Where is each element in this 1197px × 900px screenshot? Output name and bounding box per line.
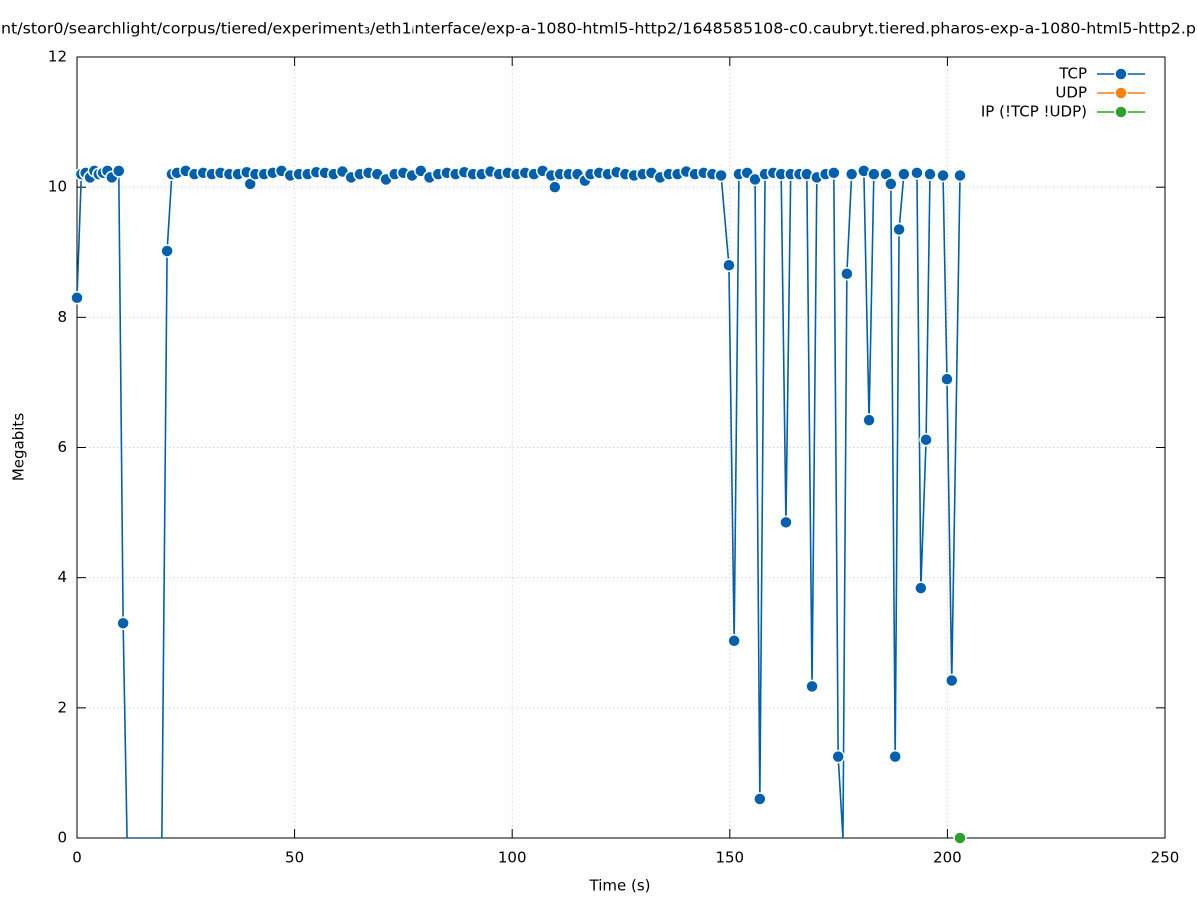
data-point (70, 291, 84, 305)
data-point (805, 679, 819, 694)
y-tick-label: 6 (57, 438, 67, 456)
data-point (722, 258, 736, 273)
y-axis-label: Megabits (10, 413, 28, 481)
data-point (727, 634, 741, 648)
data-point (919, 432, 933, 447)
data-point (112, 164, 126, 178)
data-point (714, 168, 728, 183)
data-point (953, 168, 967, 183)
x-tick-label: 100 (498, 849, 527, 867)
data-point (116, 616, 130, 630)
y-tick-label: 10 (48, 178, 67, 196)
data-point (867, 167, 881, 181)
legend-swatch (1114, 86, 1128, 100)
x-tick-label: 150 (715, 849, 744, 867)
legend-label: IP (!TCP !UDP) (981, 103, 1087, 121)
x-tick-label: 250 (1151, 849, 1180, 867)
data-point (779, 515, 793, 530)
y-tick-label: 4 (57, 568, 67, 586)
data-point (953, 831, 967, 845)
series-line (77, 169, 961, 838)
data-point (936, 168, 950, 183)
data-point (862, 413, 876, 427)
data-point (897, 167, 911, 181)
legend-label: TCP (1058, 65, 1087, 83)
data-point (160, 244, 174, 258)
data-point (840, 266, 854, 281)
data-point (910, 166, 924, 180)
x-axis-label: Time (s) (589, 877, 651, 895)
data-point (940, 372, 954, 386)
y-tick-label: 2 (57, 698, 67, 716)
data-point (888, 749, 902, 764)
x-tick-label: 50 (285, 849, 304, 867)
legend-swatch (1114, 67, 1128, 81)
data-point (892, 222, 906, 237)
data-point (945, 673, 959, 688)
plot-area (77, 169, 961, 838)
plot-border (76, 56, 1166, 839)
data-point (827, 166, 841, 180)
data-point (923, 167, 937, 181)
chart-title: nt/stor0/searchlight/corpus/tiered/exper… (1, 20, 1196, 38)
x-tick-label: 0 (72, 849, 82, 867)
legend-swatch (1114, 105, 1128, 119)
data-point (914, 581, 928, 595)
y-tick-label: 8 (57, 308, 67, 326)
data-point (884, 177, 898, 191)
x-tick-label: 200 (933, 849, 962, 867)
y-tick-label: 0 (57, 829, 67, 847)
legend-label: UDP (1055, 84, 1087, 102)
data-point (548, 180, 562, 194)
data-point (844, 167, 859, 181)
y-tick-label: 12 (48, 48, 67, 66)
data-point (831, 749, 845, 764)
data-point (753, 792, 767, 806)
